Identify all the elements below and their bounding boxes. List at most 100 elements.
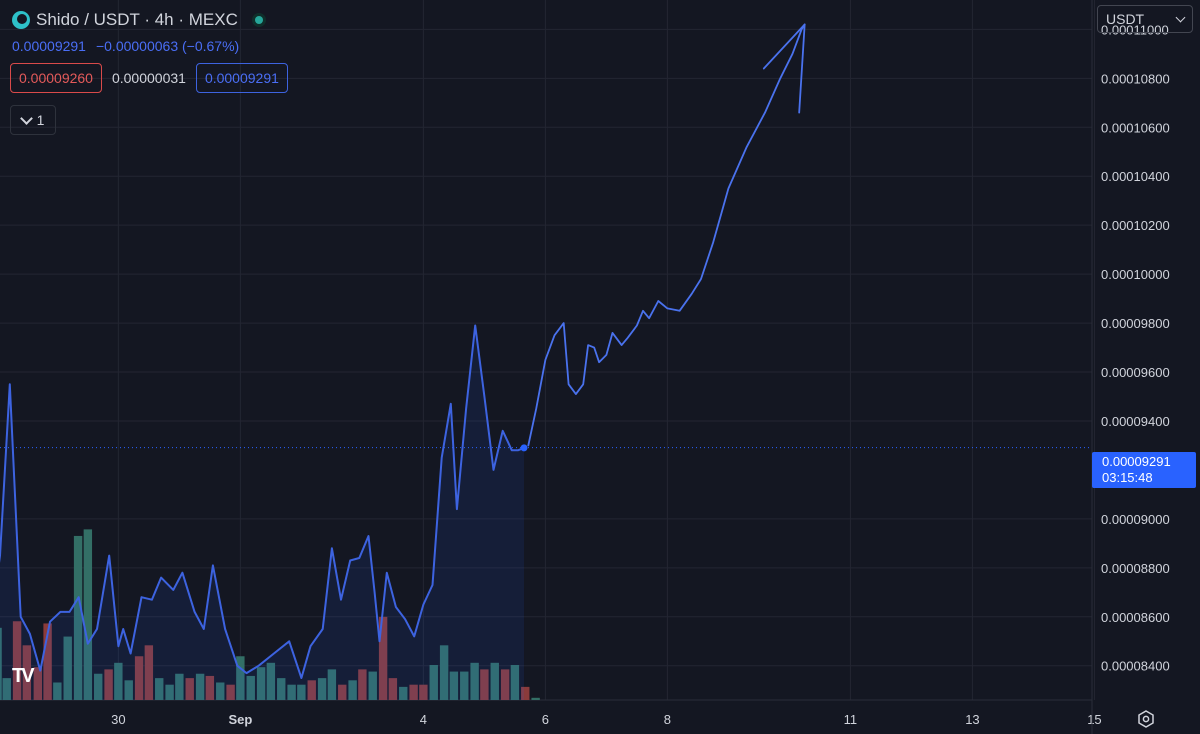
- y-tick-label: 0.00008800: [1101, 561, 1170, 576]
- chevron-down-icon: [19, 111, 33, 125]
- volume-bar: [134, 656, 144, 700]
- y-tick-label: 0.00009400: [1101, 414, 1170, 429]
- volume-bar: [216, 682, 225, 700]
- volume-bar: [449, 671, 459, 700]
- y-tick-label: 0.00010400: [1101, 169, 1170, 184]
- last-price: 0.00009291: [12, 38, 86, 54]
- volume-bar: [490, 662, 499, 700]
- y-tick-label: 0.00008600: [1101, 610, 1170, 625]
- current-price-value: 0.00009291: [1102, 454, 1171, 469]
- volume-bar: [419, 684, 428, 700]
- quote-line: 0.00009291 −0.00000063 (−0.67%): [12, 38, 239, 54]
- volume-bar: [0, 627, 2, 700]
- volume-bar: [185, 678, 194, 700]
- x-tick-label: 15: [1087, 712, 1101, 727]
- chevron-down-icon: [1175, 12, 1186, 22]
- volume-bar: [297, 684, 306, 700]
- y-tick-label: 0.00010800: [1101, 71, 1170, 86]
- volume-bar: [83, 529, 93, 700]
- volume-bar: [205, 675, 215, 700]
- y-tick-label: 0.00011000: [1101, 22, 1169, 37]
- volume-bar: [195, 673, 205, 700]
- indicator-count: 1: [36, 112, 45, 128]
- currency-select[interactable]: USDT: [1097, 5, 1193, 33]
- volume-bar: [500, 669, 510, 700]
- current-price-label: 0.00009291 03:15:48: [1092, 452, 1196, 488]
- volume-bar: [307, 680, 316, 700]
- volume-bar: [266, 662, 276, 700]
- volume-bar: [63, 636, 72, 700]
- price-change: −0.00000063 (−0.67%): [95, 38, 240, 54]
- volume-bar: [33, 667, 43, 700]
- x-tick-label: 30: [111, 712, 125, 727]
- tradingview-logo[interactable]: TV: [12, 665, 34, 687]
- last-point-marker: [520, 444, 528, 452]
- volume-bar: [409, 684, 418, 700]
- volume-bar: [256, 667, 266, 700]
- spread-value: 0.00000031: [111, 70, 186, 86]
- indicators-toggle-button[interactable]: 1: [10, 105, 56, 135]
- bar-countdown: 03:15:48: [1102, 470, 1153, 485]
- currency-value: USDT: [1106, 11, 1145, 27]
- volume-bar: [94, 673, 103, 700]
- settings-icon[interactable]: [1137, 710, 1155, 728]
- volume-bar: [531, 697, 540, 700]
- volume-bar: [53, 682, 62, 700]
- volume-bar: [2, 678, 11, 700]
- volume-bar: [429, 665, 438, 700]
- y-tick-label: 0.00008400: [1101, 659, 1170, 674]
- volume-bar: [165, 684, 174, 700]
- volume-bar: [470, 662, 479, 700]
- volume-bar: [399, 686, 408, 700]
- volume-bar: [124, 680, 133, 700]
- volume-bar: [358, 669, 367, 700]
- volume-bar: [368, 671, 377, 700]
- shido-logo-icon: [12, 11, 30, 29]
- volume-bar: [114, 662, 123, 700]
- volume-bar: [378, 616, 388, 700]
- volume-bar: [287, 684, 296, 700]
- volume-bar: [439, 645, 449, 700]
- x-tick-label: 4: [420, 712, 427, 727]
- x-tick-label: 11: [844, 712, 858, 727]
- y-tick-label: 0.00009000: [1101, 512, 1170, 527]
- volume-bar: [277, 678, 286, 700]
- price-series-line: [0, 324, 525, 679]
- volume-bar: [348, 680, 357, 700]
- volume-bar: [144, 645, 154, 700]
- volume-bar: [155, 678, 164, 700]
- chart-header: Shido / USDT · 4h · MEXC: [12, 8, 266, 32]
- volume-bar: [236, 656, 245, 700]
- volume-bar: [104, 669, 113, 700]
- y-tick-label: 0.00009800: [1101, 316, 1170, 331]
- volume-bar: [12, 621, 22, 700]
- volume-bar: [317, 678, 327, 700]
- arrow-head-left: [762, 23, 806, 70]
- arrow-head-down: [798, 23, 806, 114]
- volume-bar: [226, 684, 235, 700]
- y-tick-label: 0.00010200: [1101, 218, 1170, 233]
- sell-price-box[interactable]: 0.00009260: [10, 63, 102, 93]
- x-tick-label: Sep: [228, 712, 252, 727]
- x-tick-label: 8: [664, 712, 671, 727]
- volume-bar: [388, 678, 398, 700]
- volume-bar: [73, 535, 83, 700]
- volume-bar: [22, 645, 32, 700]
- volume-bar: [246, 675, 255, 700]
- volume-bar: [338, 684, 347, 700]
- y-tick-label: 0.00010600: [1101, 120, 1170, 135]
- volume-bar: [510, 665, 520, 700]
- buy-price-box[interactable]: 0.00009291: [195, 63, 288, 93]
- y-tick-label: 0.00010000: [1101, 267, 1170, 282]
- volume-bar: [43, 623, 52, 700]
- x-tick-label: 13: [965, 712, 979, 727]
- volume-bar: [480, 669, 489, 700]
- price-area-fill: [0, 325, 525, 700]
- symbol-title[interactable]: Shido / USDT · 4h · MEXC: [36, 10, 238, 29]
- market-status-icon[interactable]: [251, 13, 266, 27]
- y-tick-label: 0.00009600: [1101, 365, 1170, 380]
- volume-bar: [327, 669, 337, 700]
- projection-sketch-line: [527, 23, 806, 447]
